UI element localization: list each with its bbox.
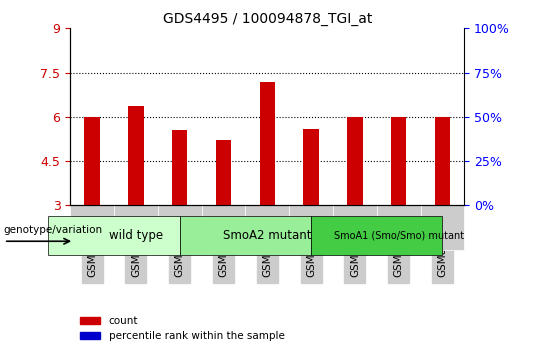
Legend: count, percentile rank within the sample: count, percentile rank within the sample xyxy=(76,312,289,345)
FancyBboxPatch shape xyxy=(421,205,464,250)
FancyBboxPatch shape xyxy=(114,205,158,250)
Bar xyxy=(391,118,407,205)
Bar xyxy=(216,140,231,205)
FancyBboxPatch shape xyxy=(48,216,180,255)
FancyBboxPatch shape xyxy=(311,216,442,255)
Text: wild type: wild type xyxy=(109,229,163,242)
Bar xyxy=(303,129,319,205)
FancyBboxPatch shape xyxy=(245,205,289,250)
Bar xyxy=(435,118,450,205)
Bar xyxy=(347,118,362,205)
Text: genotype/variation: genotype/variation xyxy=(4,224,103,235)
Title: GDS4495 / 100094878_TGI_at: GDS4495 / 100094878_TGI_at xyxy=(163,12,372,26)
FancyBboxPatch shape xyxy=(201,205,245,250)
FancyBboxPatch shape xyxy=(158,205,201,250)
Bar xyxy=(172,130,187,205)
Bar xyxy=(84,118,100,205)
FancyBboxPatch shape xyxy=(333,205,377,250)
Bar xyxy=(128,107,144,205)
Text: SmoA2 mutant: SmoA2 mutant xyxy=(223,229,312,242)
FancyBboxPatch shape xyxy=(289,205,333,250)
FancyBboxPatch shape xyxy=(70,205,114,250)
Text: SmoA1 (Smo/Smo) mutant: SmoA1 (Smo/Smo) mutant xyxy=(334,230,464,240)
FancyBboxPatch shape xyxy=(180,216,311,255)
FancyBboxPatch shape xyxy=(377,205,421,250)
Bar xyxy=(260,82,275,205)
